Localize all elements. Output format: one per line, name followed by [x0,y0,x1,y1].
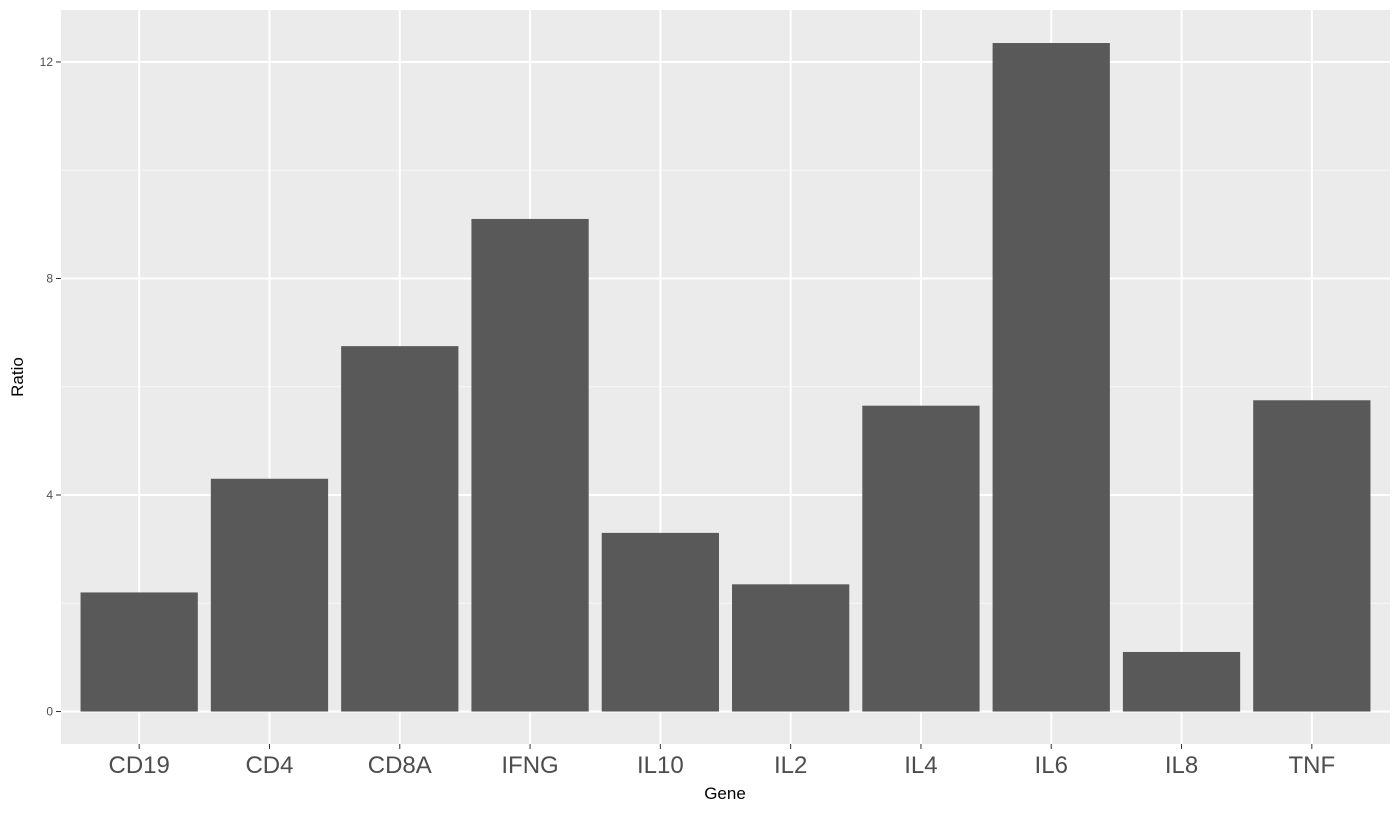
x-tick-label: TNF [1288,752,1335,779]
x-tick-label: IL2 [774,752,807,779]
bar-cd19 [80,592,198,712]
y-tick-label: 8 [46,271,53,285]
bar-il6 [992,43,1110,712]
x-tick-label: IFNG [501,752,558,779]
y-axis-title: Ratio [8,357,27,397]
bar-tnf [1253,400,1371,712]
x-axis-ticks: CD19 CD4 CD8A IFNG IL10 IL2 IL4 IL6 IL8 TNF [108,744,1335,779]
y-tick-label: 0 [46,705,53,719]
x-tick-label: CD19 [108,752,169,779]
bar-cd4 [210,478,329,712]
x-tick-label: CD8A [368,752,432,779]
bar-ifng [471,218,589,712]
x-tick-label: IL10 [637,752,684,779]
x-tick-label: CD4 [245,752,293,779]
y-tick-label: 12 [40,55,54,69]
bar-il8 [1122,651,1241,712]
x-tick-label: IL4 [904,752,937,779]
y-tick-label: 4 [46,488,53,502]
bars [80,43,1371,712]
bar-il10 [601,532,719,712]
bar-il4 [862,405,980,712]
x-tick-label: IL8 [1165,752,1198,779]
x-tick-label: IL6 [1035,752,1068,779]
bar-il2 [732,584,850,712]
x-axis-title: Gene [704,784,746,803]
bar-cd8a [341,346,459,712]
y-axis-ticks: 0 4 8 12 [40,55,61,719]
